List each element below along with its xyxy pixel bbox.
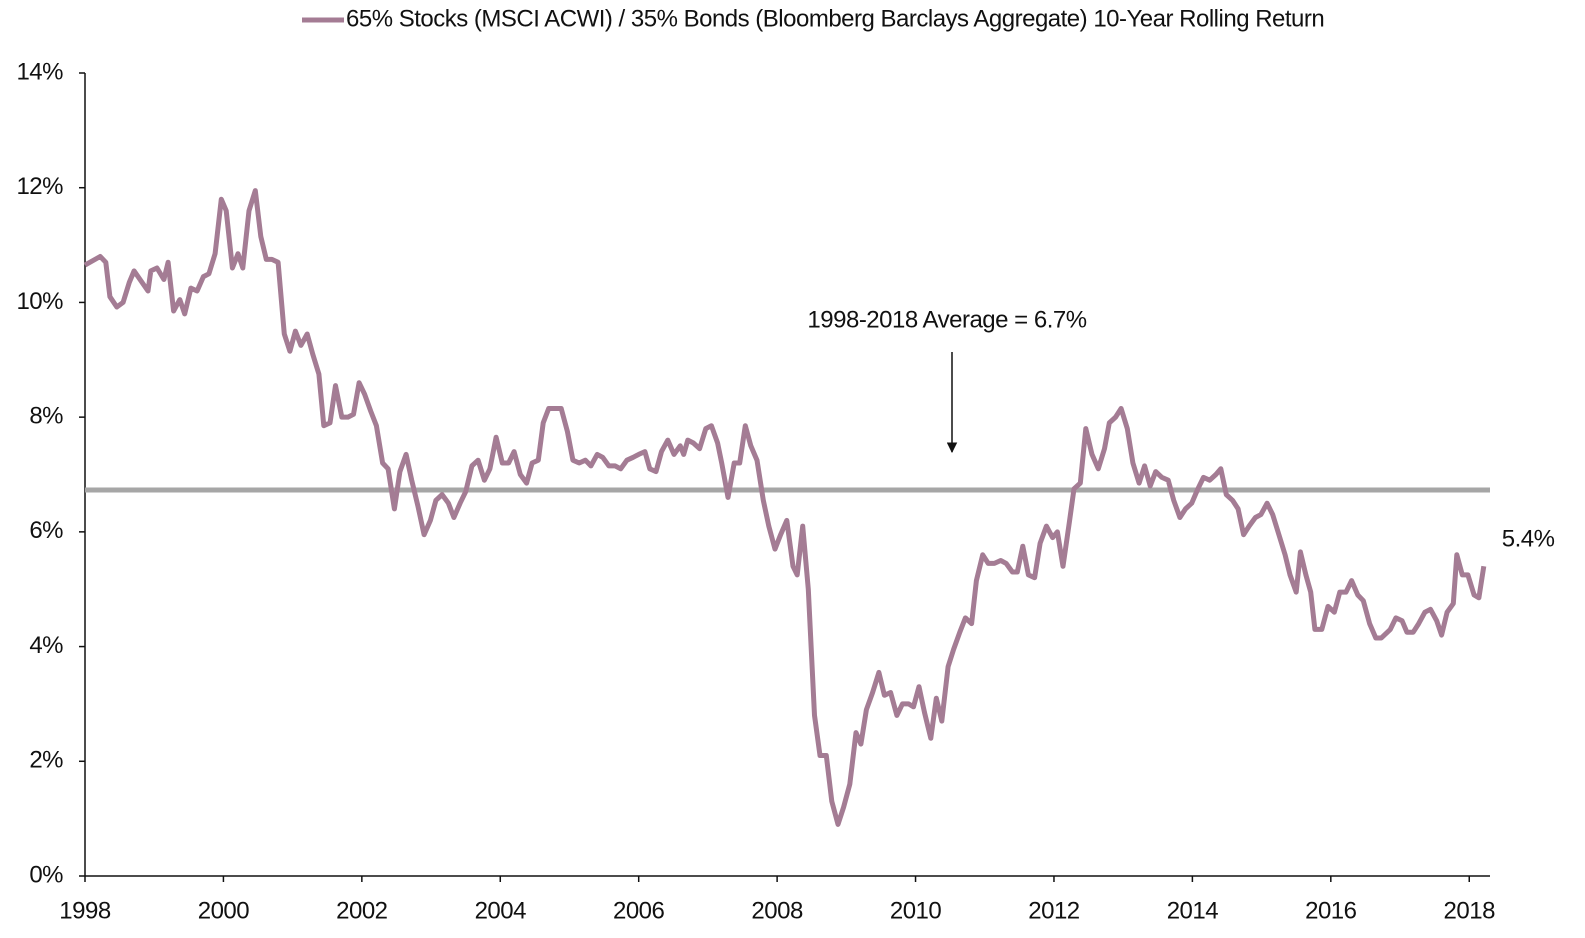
legend-label: 65% Stocks (MSCI ACWI) / 35% Bonds (Bloo…: [346, 5, 1324, 32]
x-tick-label: 2004: [475, 897, 527, 924]
y-tick-label: 14%: [16, 58, 63, 85]
x-tick-label: 2010: [890, 897, 942, 924]
x-tick-label: 2002: [336, 897, 388, 924]
x-tick-label: 2014: [1167, 897, 1219, 924]
x-tick-label: 2016: [1305, 897, 1357, 924]
y-tick-label: 0%: [29, 861, 63, 888]
x-tick-label: 2000: [198, 897, 250, 924]
x-tick-label: 1998: [59, 897, 111, 924]
end-label: 5.4%: [1502, 526, 1555, 553]
x-tick-label: 2008: [751, 897, 803, 924]
y-tick-label: 10%: [16, 288, 63, 315]
x-tick-label: 2006: [613, 897, 665, 924]
y-tick-label: 6%: [29, 517, 63, 544]
y-tick-label: 4%: [29, 632, 63, 659]
y-tick-label: 8%: [29, 402, 63, 429]
series-line: [83, 188, 1487, 827]
average-annotation: 1998-2018 Average = 6.7%: [807, 306, 1086, 333]
y-tick-label: 12%: [16, 173, 63, 200]
y-tick-label: 2%: [29, 747, 63, 774]
x-tick-label: 2018: [1444, 897, 1496, 924]
x-tick-label: 2012: [1028, 897, 1080, 924]
